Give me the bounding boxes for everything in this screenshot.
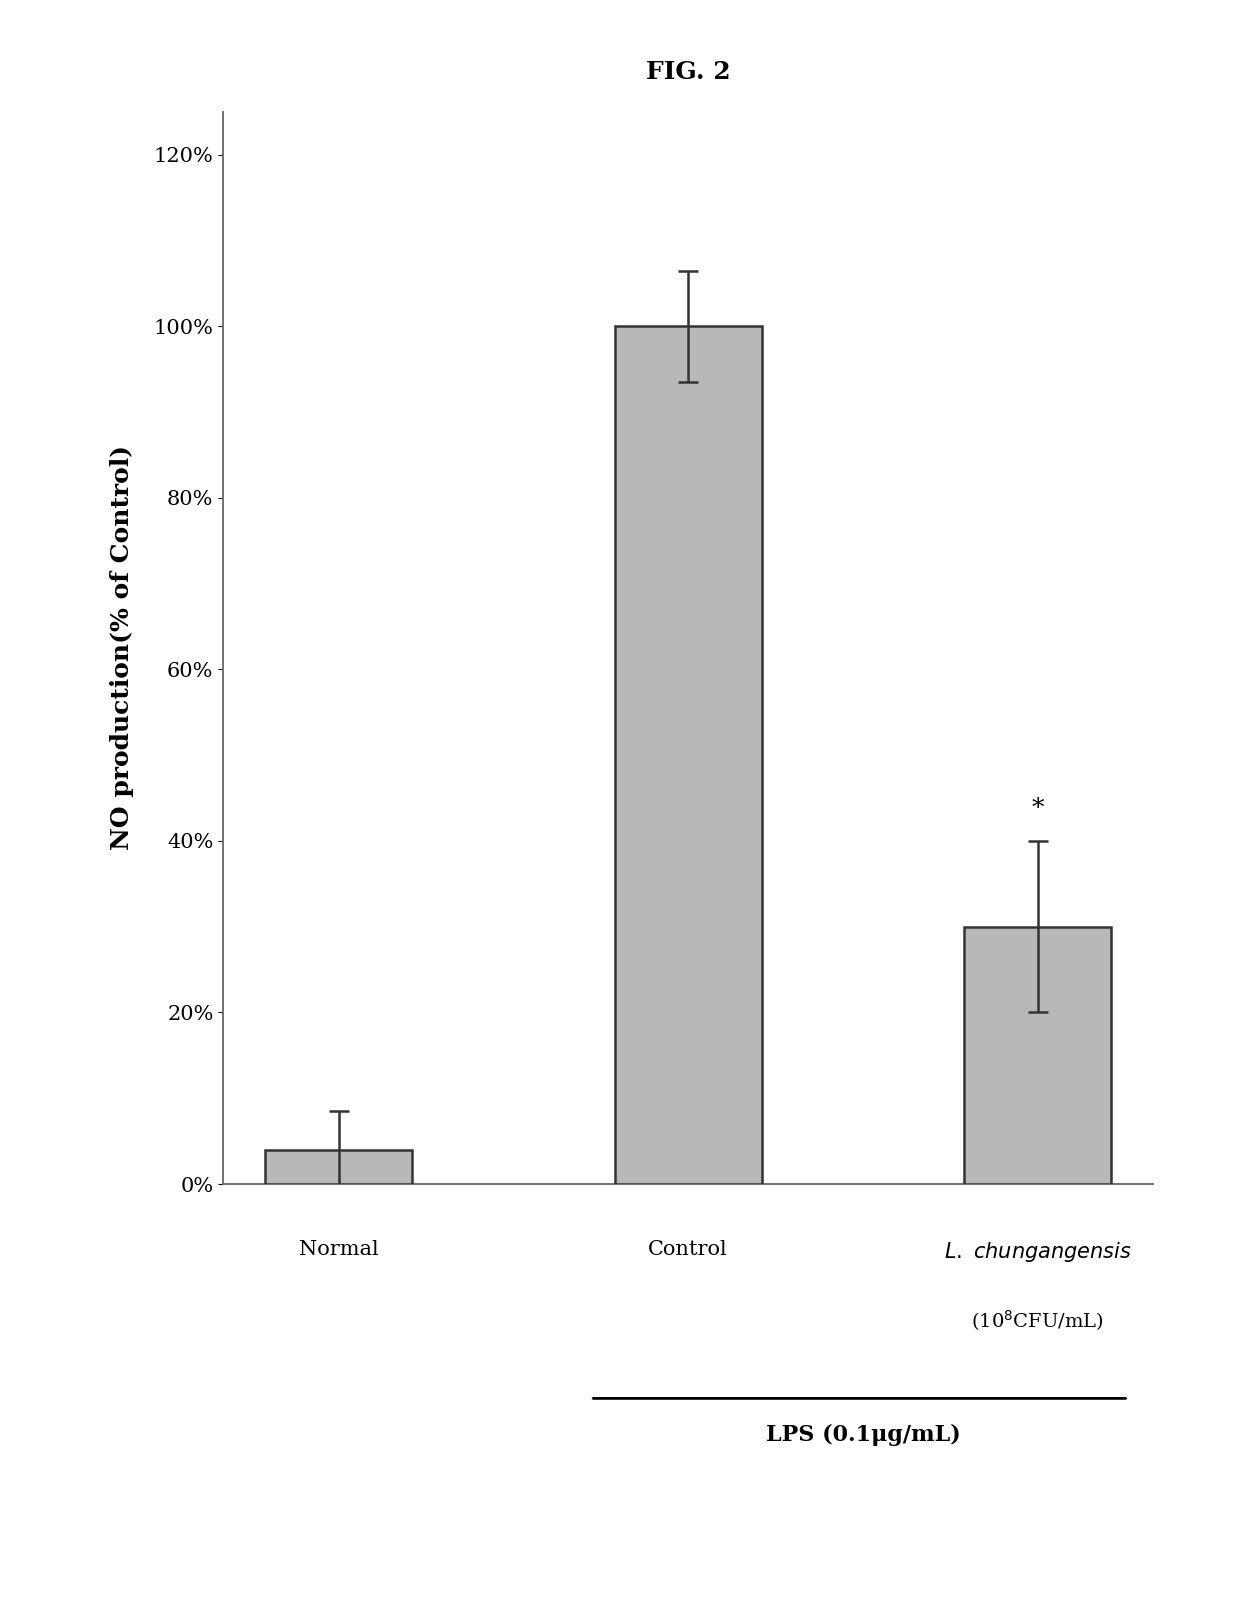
Text: $\it{L.\ chungangensis}$: $\it{L.\ chungangensis}$ [944,1240,1132,1264]
Text: (10$^{8}$CFU/mL): (10$^{8}$CFU/mL) [971,1309,1104,1333]
Y-axis label: NO production(% of Control): NO production(% of Control) [110,445,134,851]
Text: LPS (0.1μg/mL): LPS (0.1μg/mL) [765,1424,960,1446]
Title: FIG. 2: FIG. 2 [646,59,730,83]
Text: Control: Control [649,1240,728,1259]
Bar [965,926,1111,1184]
Text: Normal: Normal [299,1240,378,1259]
Bar [615,326,761,1184]
Text: *: * [1032,797,1044,819]
Bar [265,1150,412,1184]
